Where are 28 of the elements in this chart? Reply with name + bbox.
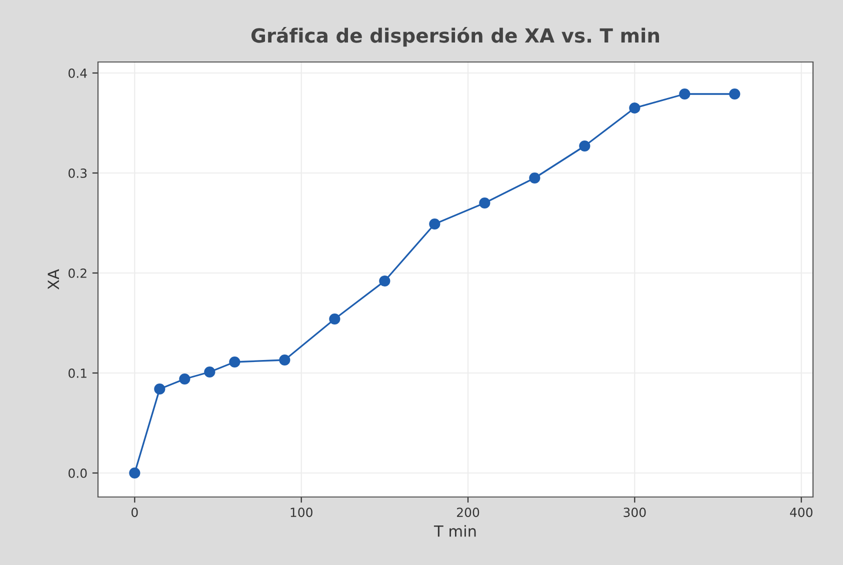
x-tick-label: 300 [624, 508, 646, 518]
x-tick-label: 0 [132, 508, 138, 518]
x-tick-label: 400 [790, 508, 812, 518]
point [579, 140, 590, 152]
y-tick-label: 0.2 [68, 268, 86, 278]
x-axis-title: T min [434, 525, 476, 537]
chart-title: Gráfica de dispersión de XA vs. T min [251, 27, 660, 47]
point [629, 102, 640, 114]
point [279, 354, 290, 366]
x-tick-label: 100 [290, 508, 312, 518]
point [529, 172, 540, 184]
point [229, 356, 240, 368]
y-tick-label: 0.0 [68, 468, 87, 478]
point [729, 88, 740, 100]
point [679, 88, 690, 100]
point [329, 313, 340, 325]
point [429, 218, 440, 230]
y-axis-title: XA [48, 269, 59, 290]
y-tick-label: 0.3 [68, 168, 87, 178]
y-tick-label: 0.4 [68, 68, 87, 78]
point [379, 275, 390, 287]
point [179, 373, 190, 385]
point [204, 366, 216, 378]
point [154, 383, 166, 395]
point [479, 197, 490, 209]
y-tick-label: 0.1 [68, 368, 86, 378]
x-tick-label: 200 [456, 508, 480, 518]
point [129, 467, 140, 479]
